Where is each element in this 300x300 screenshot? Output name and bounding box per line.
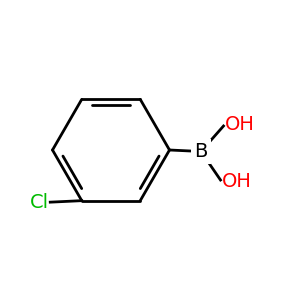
Text: Cl: Cl: [30, 193, 49, 212]
Text: OH: OH: [225, 115, 255, 134]
Text: OH: OH: [222, 172, 252, 191]
Text: B: B: [194, 142, 208, 161]
